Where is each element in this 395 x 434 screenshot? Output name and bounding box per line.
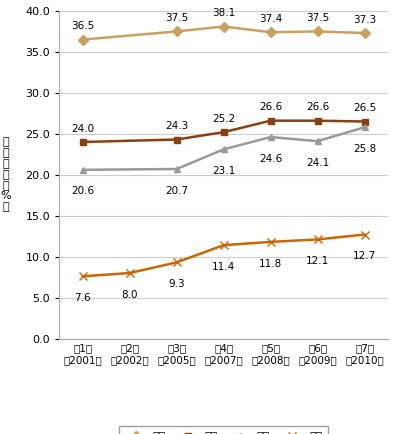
Text: 12.7: 12.7 (353, 251, 376, 261)
Text: 24.0: 24.0 (71, 124, 94, 134)
Text: 26.6: 26.6 (306, 102, 329, 112)
博士 (221, 147, 226, 152)
修士 (268, 118, 273, 123)
Line: 教員: 教員 (79, 230, 369, 280)
修士 (174, 137, 179, 142)
Text: 8.0: 8.0 (121, 289, 138, 299)
博士 (174, 166, 179, 171)
Text: 20.6: 20.6 (71, 187, 94, 197)
教員 (315, 237, 320, 242)
Text: 26.6: 26.6 (259, 102, 282, 112)
Text: 12.1: 12.1 (306, 256, 329, 266)
Text: 9.3: 9.3 (168, 279, 185, 289)
学部 (268, 30, 273, 35)
学部 (80, 37, 85, 42)
博士 (315, 138, 320, 144)
教員 (174, 260, 179, 265)
修士 (80, 139, 85, 145)
Text: 24.1: 24.1 (306, 158, 329, 168)
修士 (315, 118, 320, 123)
Line: 博士: 博士 (79, 124, 368, 173)
教員 (362, 232, 367, 237)
Text: 20.7: 20.7 (165, 186, 188, 196)
Text: 37.5: 37.5 (165, 13, 188, 23)
Line: 修士: 修士 (79, 117, 368, 145)
Text: 37.3: 37.3 (353, 15, 376, 25)
博士 (268, 135, 273, 140)
Text: 24.3: 24.3 (165, 121, 188, 131)
Text: 24.6: 24.6 (259, 154, 282, 164)
Y-axis label: 女
性
比
率
（
%
）: 女 性 比 率 （ % ） (1, 137, 11, 212)
博士 (80, 167, 85, 172)
Text: 25.2: 25.2 (212, 114, 235, 124)
学部 (221, 24, 226, 29)
学部 (362, 30, 367, 36)
教員 (268, 239, 273, 244)
Text: 36.5: 36.5 (71, 21, 94, 31)
Text: 37.4: 37.4 (259, 14, 282, 24)
Line: 学部: 学部 (79, 23, 368, 43)
Text: 25.8: 25.8 (353, 144, 376, 154)
修士 (221, 129, 226, 135)
Text: 7.6: 7.6 (74, 293, 91, 303)
教員 (80, 274, 85, 279)
Text: 11.4: 11.4 (212, 262, 235, 272)
教員 (127, 270, 132, 276)
Text: 38.1: 38.1 (212, 8, 235, 18)
Text: 11.8: 11.8 (259, 259, 282, 269)
修士 (362, 119, 367, 124)
教員 (221, 243, 226, 248)
Text: 26.5: 26.5 (353, 103, 376, 113)
博士 (362, 125, 367, 130)
Legend: 学部, 修士, 博士, 教員: 学部, 修士, 博士, 教員 (119, 426, 328, 434)
Text: 37.5: 37.5 (306, 13, 329, 23)
学部 (174, 29, 179, 34)
Text: 23.1: 23.1 (212, 166, 235, 176)
学部 (315, 29, 320, 34)
